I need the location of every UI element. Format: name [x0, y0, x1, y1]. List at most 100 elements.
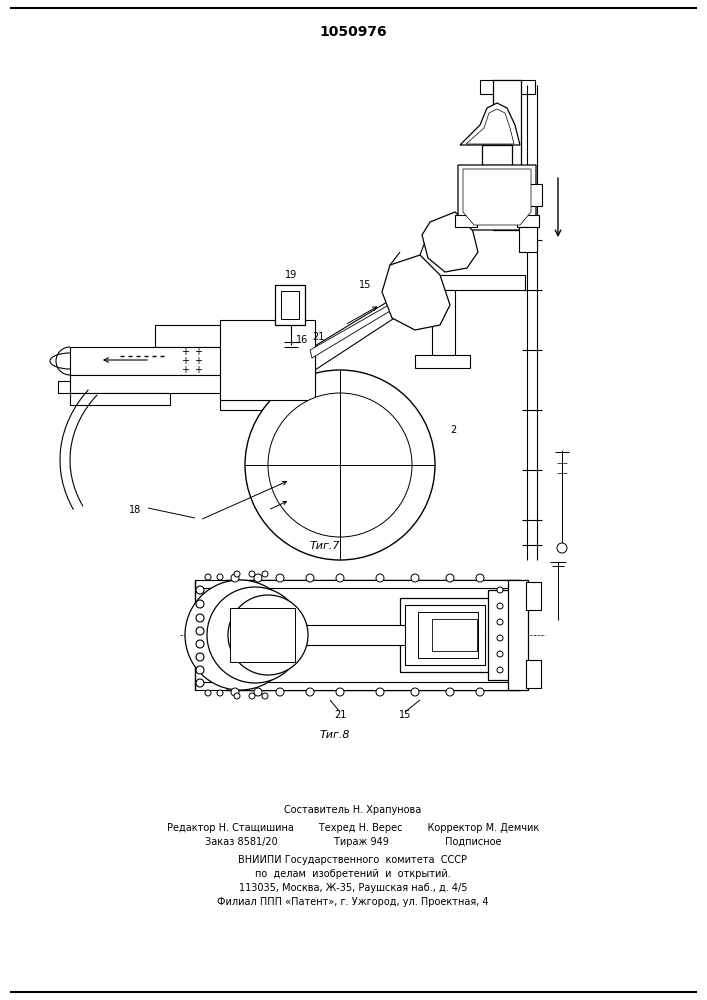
Circle shape — [207, 587, 303, 683]
Bar — [220, 400, 315, 410]
Bar — [275, 285, 305, 325]
Bar — [295, 625, 485, 645]
Text: +: + — [194, 347, 202, 357]
Bar — [480, 80, 535, 94]
Text: ВНИИПИ Государственного  комитета  СССР: ВНИИПИ Государственного комитета СССР — [238, 855, 467, 865]
Bar — [155, 325, 315, 347]
Polygon shape — [432, 290, 455, 360]
Text: Филиал ППП «Патент», г. Ужгород, ул. Проектная, 4: Филиал ППП «Патент», г. Ужгород, ул. Про… — [217, 897, 489, 907]
Circle shape — [276, 574, 284, 582]
Circle shape — [231, 574, 239, 582]
Circle shape — [262, 693, 268, 699]
Circle shape — [196, 653, 204, 661]
Text: 21: 21 — [312, 332, 325, 342]
Circle shape — [196, 614, 204, 622]
Circle shape — [497, 587, 503, 593]
Bar — [526, 184, 542, 206]
Text: Τиг.8: Τиг.8 — [320, 730, 350, 740]
Circle shape — [234, 693, 240, 699]
Circle shape — [411, 688, 419, 696]
Circle shape — [217, 690, 223, 696]
Text: 1050976: 1050976 — [319, 25, 387, 39]
Bar — [58, 381, 76, 393]
Bar — [526, 660, 541, 688]
Circle shape — [497, 603, 503, 609]
Text: +: + — [194, 356, 202, 366]
Polygon shape — [415, 355, 470, 368]
Text: +: + — [194, 365, 202, 375]
Bar — [432, 619, 477, 651]
Circle shape — [196, 640, 204, 648]
Bar — [281, 291, 299, 319]
Text: 113035, Москва, Ж-35, Раушская наб., д. 4/5: 113035, Москва, Ж-35, Раушская наб., д. … — [239, 883, 467, 893]
Bar — [225, 580, 520, 690]
Bar — [225, 682, 520, 690]
Text: по  делам  изобретений  и  открытий.: по делам изобретений и открытий. — [255, 869, 451, 879]
Bar — [488, 590, 516, 680]
Circle shape — [196, 666, 204, 674]
Bar — [220, 320, 315, 400]
Polygon shape — [300, 285, 425, 370]
Circle shape — [196, 679, 204, 687]
Bar — [517, 215, 539, 227]
Circle shape — [446, 574, 454, 582]
Circle shape — [336, 574, 344, 582]
Circle shape — [196, 586, 204, 594]
Circle shape — [231, 688, 239, 696]
Circle shape — [196, 627, 204, 635]
Polygon shape — [382, 255, 450, 330]
Circle shape — [249, 571, 255, 577]
Bar — [70, 347, 315, 375]
Circle shape — [196, 600, 204, 608]
Bar — [195, 682, 227, 690]
Text: Заказ 8581/20                  Тираж 949                  Подписное: Заказ 8581/20 Тираж 949 Подписное — [205, 837, 501, 847]
Circle shape — [205, 574, 211, 580]
Bar — [70, 375, 315, 393]
Bar — [519, 227, 537, 252]
Text: Редактор Н. Стащишина        Техред Н. Верес        Корректор М. Демчик: Редактор Н. Стащишина Техред Н. Верес Ко… — [167, 823, 539, 833]
Circle shape — [254, 688, 262, 696]
Circle shape — [228, 595, 308, 675]
Circle shape — [376, 574, 384, 582]
Text: 15: 15 — [399, 710, 411, 720]
Polygon shape — [463, 169, 531, 225]
Text: +: + — [181, 365, 189, 375]
Bar — [508, 580, 528, 690]
Bar — [405, 605, 485, 665]
Circle shape — [476, 574, 484, 582]
Bar — [493, 80, 521, 230]
Text: +: + — [181, 356, 189, 366]
Text: 16: 16 — [296, 335, 308, 345]
Bar — [418, 612, 478, 658]
Polygon shape — [466, 109, 514, 144]
Circle shape — [185, 580, 295, 690]
Circle shape — [276, 688, 284, 696]
Bar — [482, 145, 512, 165]
Bar — [70, 393, 170, 405]
Circle shape — [411, 574, 419, 582]
Circle shape — [234, 571, 240, 577]
Polygon shape — [422, 212, 478, 272]
Text: 15: 15 — [359, 280, 371, 290]
Circle shape — [446, 688, 454, 696]
Text: 17: 17 — [426, 237, 438, 247]
Bar — [526, 582, 541, 610]
Circle shape — [306, 688, 314, 696]
Circle shape — [497, 619, 503, 625]
Text: 21: 21 — [334, 710, 346, 720]
Bar — [455, 215, 477, 227]
Bar — [400, 598, 490, 672]
Polygon shape — [458, 165, 536, 230]
Text: +: + — [181, 347, 189, 357]
Polygon shape — [460, 103, 520, 145]
Circle shape — [497, 651, 503, 657]
Circle shape — [205, 690, 211, 696]
Text: 19: 19 — [285, 270, 297, 280]
Circle shape — [268, 393, 412, 537]
Bar — [195, 580, 227, 588]
Polygon shape — [430, 275, 525, 290]
Circle shape — [306, 574, 314, 582]
Text: 2: 2 — [450, 425, 456, 435]
Circle shape — [376, 688, 384, 696]
Circle shape — [497, 667, 503, 673]
